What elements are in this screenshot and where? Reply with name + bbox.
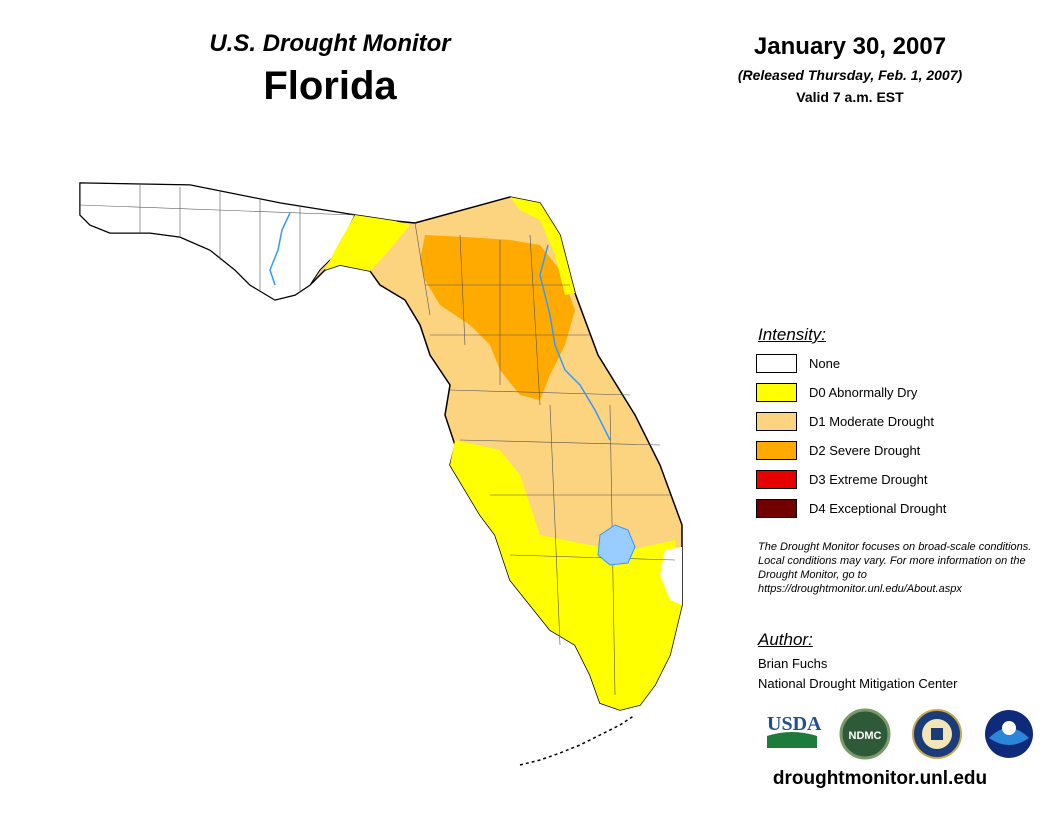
usda-logo: USDA [767,713,822,748]
region-d0-bigbend [325,215,410,271]
county-lines [79,185,676,696]
legend-swatch [756,412,797,431]
legend-label: D4 Exceptional Drought [809,501,947,516]
commerce-seal [912,709,962,759]
legend-item-d2: D2 Severe Drought [756,441,946,470]
lake-okeechobee [597,524,636,566]
legend-swatch [756,354,797,373]
legend-item-d3: D3 Extreme Drought [756,470,946,499]
noaa-logo [985,710,1033,758]
st-johns-river [539,244,611,441]
florida-drought-map [79,182,683,766]
region-none-southeast [660,547,682,605]
legend-item-d1: D1 Moderate Drought [756,412,946,441]
region-none-panhandle [79,182,356,301]
legend-label: D3 Extreme Drought [809,472,928,487]
author-name: Brian Fuchs [758,656,828,671]
valid-time: Valid 7 a.m. EST [796,89,904,105]
state-name: Florida [263,64,397,108]
florida-keys [519,714,636,766]
ndmc-logo-text: NDMC [849,730,882,742]
legend-item-d0: D0 Abnormally Dry [756,383,946,412]
legend-item-none: None [756,354,946,383]
usda-logo-text: USDA [767,713,822,735]
legend-swatch [756,499,797,518]
legend-title: Intensity: [758,325,827,344]
legend-label: D2 Severe Drought [809,443,921,458]
legend-label: None [809,356,841,371]
legend: None D0 Abnormally Dry D1 Moderate Droug… [756,354,946,528]
apalachicola-river [269,212,291,286]
region-d0-south [450,440,682,710]
legend-swatch [756,441,797,460]
region-d2-north [420,235,575,400]
map-title: U.S. Drought Monitor [209,30,451,57]
legend-swatch [756,383,797,402]
legend-label: D0 Abnormally Dry [809,385,918,400]
map-date: January 30, 2007 [753,33,947,60]
disclaimer-note: The Drought Monitor focuses on broad-sca… [758,541,1032,595]
website-url: droughtmonitor.unl.edu [772,768,988,789]
legend-label: D1 Moderate Drought [809,414,935,429]
partner-logos: USDA NDMC [767,708,1033,760]
legend-swatch [756,470,797,489]
legend-item-d4: D4 Exceptional Drought [756,499,946,528]
author-organization: National Drought Mitigation Center [758,676,958,691]
ndmc-logo: NDMC [839,708,891,760]
author-heading: Author: [758,630,813,649]
release-date: (Released Thursday, Feb. 1, 2007) [737,67,963,83]
